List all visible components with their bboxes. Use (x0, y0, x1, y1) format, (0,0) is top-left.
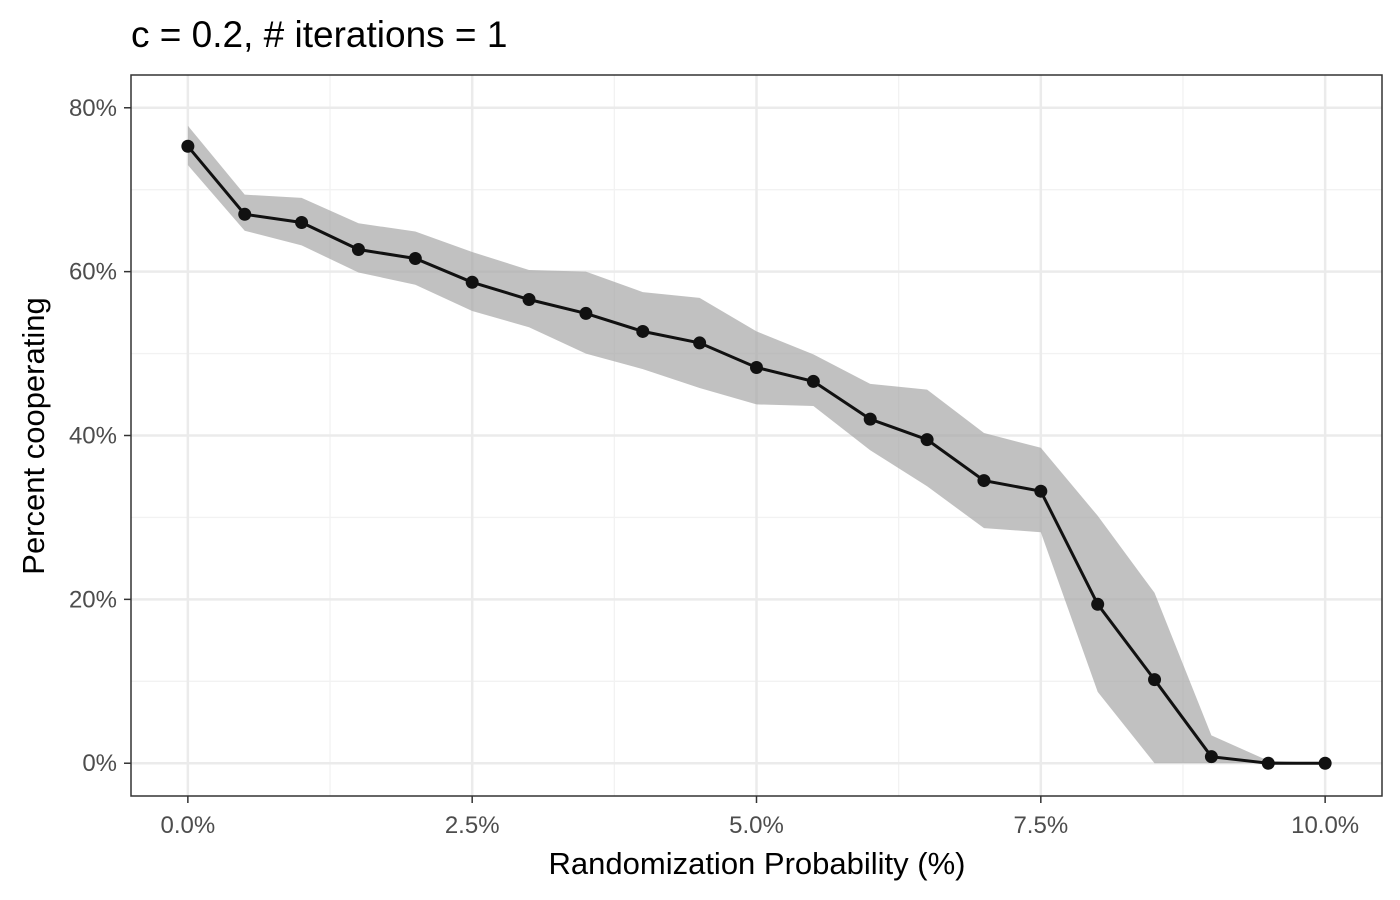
chart-title: c = 0.2, # iterations = 1 (131, 14, 507, 55)
y-tick-label: 20% (69, 586, 117, 613)
data-point (351, 243, 365, 257)
data-point (1261, 756, 1275, 770)
y-tick-label: 40% (69, 423, 117, 450)
data-point (295, 215, 309, 229)
data-point (977, 474, 991, 488)
x-tick-label: 0.0% (161, 812, 216, 839)
data-point (238, 207, 252, 221)
data-point (181, 139, 195, 153)
major-gridlines (131, 75, 1382, 796)
data-point (522, 292, 536, 306)
x-tick-label: 10.0% (1291, 812, 1359, 839)
data-point (806, 374, 820, 388)
y-axis-title: Percent cooperating (16, 297, 51, 574)
data-point (1318, 756, 1332, 770)
data-point (1204, 750, 1218, 764)
x-axis-title: Randomization Probability (%) (549, 846, 966, 881)
x-tick-label: 2.5% (445, 812, 500, 839)
data-point (465, 275, 479, 289)
data-point (750, 360, 763, 374)
data-point (1148, 673, 1162, 687)
data-point (920, 433, 934, 447)
data-points (181, 139, 1332, 770)
y-tick-label: 60% (69, 259, 117, 286)
y-axis-ticks: 0% 20% 40% 60% 80% (69, 95, 131, 777)
data-point (863, 412, 877, 426)
y-tick-label: 0% (82, 750, 117, 777)
y-tick-label: 80% (69, 95, 117, 122)
x-tick-label: 7.5% (1013, 812, 1068, 839)
data-point (1034, 484, 1048, 498)
data-point (579, 306, 593, 320)
data-point (636, 324, 650, 338)
data-point (1091, 597, 1105, 611)
x-tick-label: 5.0% (729, 812, 784, 839)
data-point (693, 336, 707, 350)
x-axis-ticks: 0.0% 2.5% 5.0% 7.5% 10.0% (161, 796, 1359, 839)
data-point (408, 252, 422, 266)
